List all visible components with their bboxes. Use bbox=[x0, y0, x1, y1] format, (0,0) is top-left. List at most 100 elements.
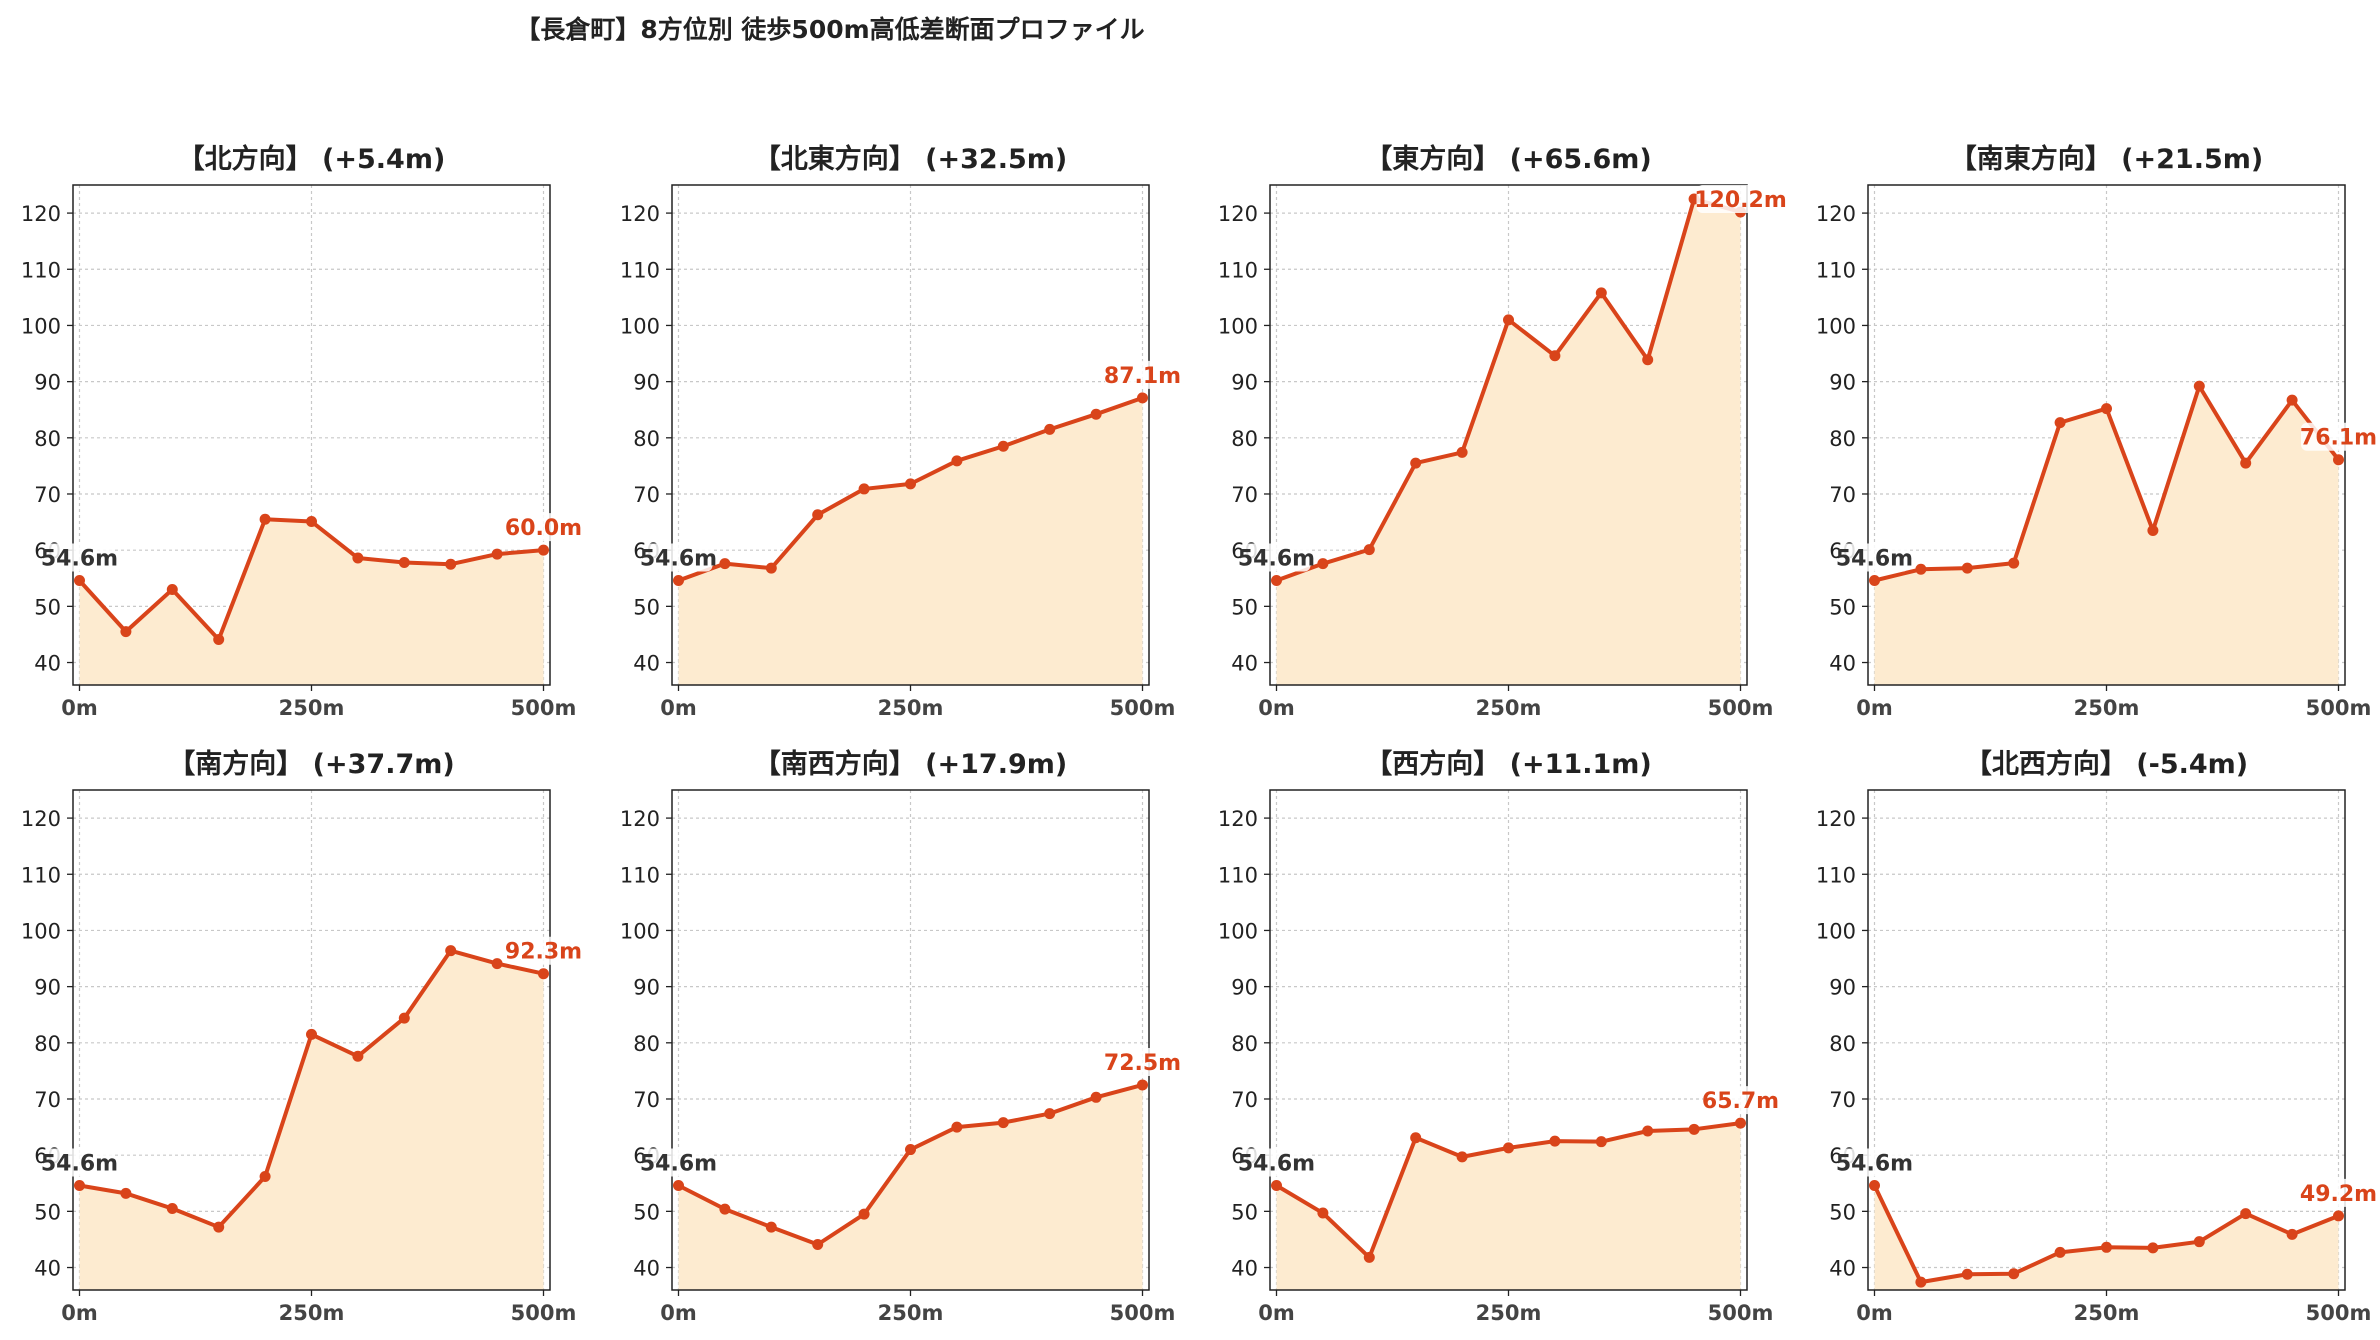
data-point bbox=[1090, 408, 1102, 420]
y-tick-label: 90 bbox=[1231, 976, 1258, 1000]
y-tick-label: 110 bbox=[1816, 863, 1856, 887]
x-tick-label: 250m bbox=[2074, 1301, 2140, 1325]
y-tick-label: 40 bbox=[1231, 1257, 1258, 1281]
data-point bbox=[1642, 354, 1654, 366]
data-point bbox=[2193, 1236, 2205, 1248]
y-tick-label: 70 bbox=[633, 1088, 660, 1112]
data-point bbox=[812, 1238, 824, 1250]
subplot-5: 4050607080901001101200m250m500m【南方向】 (+3… bbox=[21, 748, 582, 1325]
area-fill bbox=[79, 519, 544, 685]
end-label-bg bbox=[506, 936, 582, 965]
x-tick-label: 250m bbox=[1476, 696, 1542, 720]
data-point bbox=[2286, 394, 2298, 406]
data-point bbox=[166, 583, 178, 595]
end-label-bg bbox=[1105, 360, 1181, 389]
data-point bbox=[1137, 1079, 1149, 1091]
data-point bbox=[398, 1012, 410, 1024]
subplot-title: 【南東方向】 (+21.5m) bbox=[1950, 143, 2263, 175]
y-tick-label: 70 bbox=[34, 483, 61, 507]
x-tick-label: 250m bbox=[279, 696, 345, 720]
data-point bbox=[858, 1208, 870, 1220]
y-tick-label: 40 bbox=[1231, 652, 1258, 676]
start-label-bg bbox=[1242, 543, 1311, 572]
x-tick-label: 250m bbox=[2074, 696, 2140, 720]
data-point bbox=[491, 958, 503, 970]
end-label: 120.2m bbox=[1694, 188, 1787, 213]
data-point bbox=[1868, 1180, 1880, 1192]
y-tick-label: 50 bbox=[1829, 595, 1856, 619]
x-tick-label: 250m bbox=[1476, 1301, 1542, 1325]
y-tick-label: 90 bbox=[34, 976, 61, 1000]
data-point bbox=[2240, 457, 2252, 469]
area-fill bbox=[678, 397, 1143, 685]
data-point bbox=[1688, 1123, 1700, 1135]
data-point bbox=[352, 552, 364, 564]
y-tick-label: 120 bbox=[1816, 202, 1856, 226]
area-fill bbox=[1276, 1123, 1741, 1290]
x-tick-label: 500m bbox=[2306, 1301, 2372, 1325]
start-label: 54.6m bbox=[1836, 1152, 1913, 1177]
end-label: 60.0m bbox=[505, 516, 582, 541]
data-point bbox=[1961, 1268, 1973, 1280]
y-tick-label: 110 bbox=[21, 863, 61, 887]
data-point bbox=[2008, 557, 2020, 569]
y-tick-label: 100 bbox=[21, 919, 61, 943]
data-point bbox=[1044, 1108, 1056, 1120]
x-tick-label: 0m bbox=[660, 696, 697, 720]
data-point bbox=[306, 516, 317, 528]
start-label: 54.6m bbox=[41, 1152, 118, 1177]
x-tick-label: 500m bbox=[1110, 696, 1176, 720]
data-point bbox=[1090, 1091, 1102, 1103]
y-tick-label: 100 bbox=[1816, 919, 1856, 943]
start-label: 54.6m bbox=[1238, 1152, 1315, 1177]
subplot-title: 【南西方向】 (+17.9m) bbox=[754, 748, 1067, 780]
y-tick-label: 80 bbox=[1231, 427, 1258, 451]
area-fill bbox=[1874, 1185, 2339, 1290]
data-point bbox=[1044, 423, 1056, 435]
data-point bbox=[1735, 1117, 1747, 1129]
area-fill bbox=[1874, 386, 2339, 685]
x-tick-label: 500m bbox=[1708, 1301, 1774, 1325]
data-point bbox=[120, 1187, 132, 1199]
y-tick-label: 100 bbox=[21, 314, 61, 338]
y-tick-label: 80 bbox=[1829, 1032, 1856, 1056]
subplot-6: 4050607080901001101200m250m500m【南西方向】 (+… bbox=[620, 748, 1181, 1325]
y-tick-label: 50 bbox=[34, 595, 61, 619]
data-point bbox=[445, 558, 457, 570]
data-point bbox=[2193, 380, 2205, 392]
x-tick-label: 0m bbox=[1258, 696, 1295, 720]
data-point bbox=[73, 1180, 85, 1192]
start-label: 54.6m bbox=[640, 1152, 717, 1177]
subplot-3: 4050607080901001101200m250m500m【東方向】 (+6… bbox=[1218, 143, 1787, 720]
y-tick-label: 50 bbox=[633, 1200, 660, 1224]
start-label: 54.6m bbox=[1836, 547, 1913, 572]
y-tick-label: 120 bbox=[620, 202, 660, 226]
y-tick-label: 40 bbox=[34, 652, 61, 676]
end-label-bg bbox=[2301, 422, 2377, 451]
data-point bbox=[1503, 1142, 1514, 1154]
y-tick-label: 80 bbox=[633, 427, 660, 451]
subplot-1: 4050607080901001101200m250m500m【北方向】 (+5… bbox=[21, 143, 582, 720]
data-point bbox=[398, 557, 410, 569]
end-label: 92.3m bbox=[505, 940, 582, 965]
y-tick-label: 120 bbox=[1218, 202, 1258, 226]
data-point bbox=[1642, 1125, 1654, 1137]
data-point bbox=[2054, 1246, 2066, 1258]
subplot-title: 【東方向】 (+65.6m) bbox=[1365, 143, 1651, 175]
data-point bbox=[2240, 1208, 2252, 1220]
y-tick-label: 90 bbox=[34, 371, 61, 395]
subplot-2: 4050607080901001101200m250m500m【北東方向】 (+… bbox=[620, 143, 1181, 720]
data-point bbox=[997, 440, 1009, 452]
data-point bbox=[2147, 1242, 2159, 1254]
x-tick-label: 500m bbox=[2306, 696, 2372, 720]
y-tick-label: 100 bbox=[620, 919, 660, 943]
y-tick-label: 90 bbox=[1829, 371, 1856, 395]
y-tick-label: 70 bbox=[633, 483, 660, 507]
y-tick-label: 90 bbox=[1231, 371, 1258, 395]
x-tick-label: 250m bbox=[279, 1301, 345, 1325]
y-tick-label: 90 bbox=[1829, 976, 1856, 1000]
data-point bbox=[1961, 562, 1973, 574]
y-tick-label: 70 bbox=[1829, 483, 1856, 507]
data-point bbox=[1868, 575, 1880, 587]
y-tick-label: 80 bbox=[633, 1032, 660, 1056]
